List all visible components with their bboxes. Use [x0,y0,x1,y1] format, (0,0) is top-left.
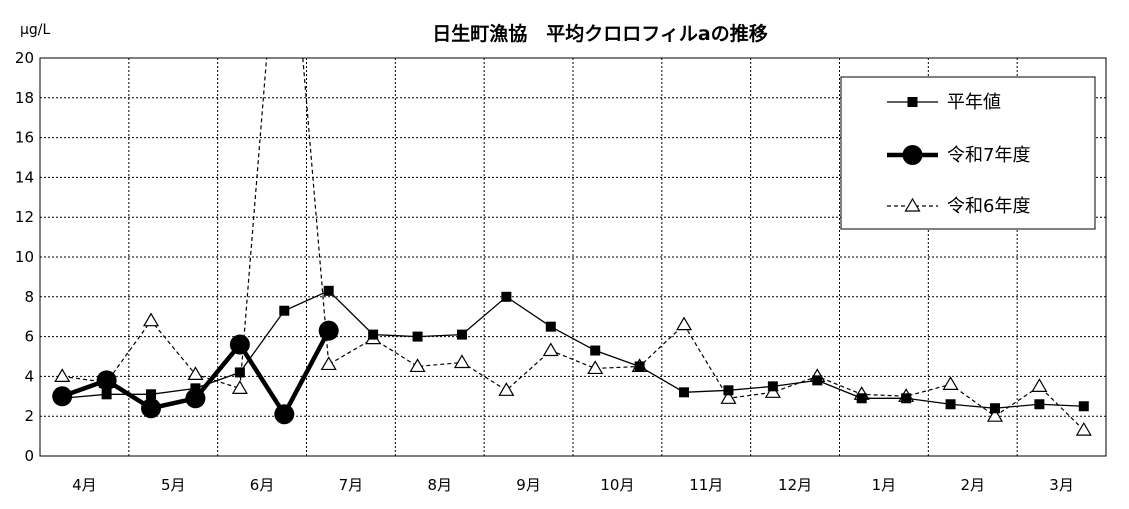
marker-circle [902,145,923,165]
marker-triangle [720,390,737,404]
marker-triangle [498,382,515,396]
marker-square [723,385,734,396]
marker-circle [185,388,206,409]
chart-title: 日生町漁協 平均クロロフィルaの推移 [432,22,767,45]
series-layer [52,58,1092,436]
marker-square [101,389,112,400]
plot-frame [39,57,1107,457]
marker-square [812,375,823,386]
grid [40,58,1106,456]
marker-square [989,403,1000,414]
marker-triangle [142,312,160,327]
marker-triangle [942,376,959,390]
legend-label: 令和6年度 [947,196,1030,217]
marker-square [1034,399,1045,410]
y-tick-label: 20 [15,49,34,67]
marker-square [456,329,467,340]
y-tick-label: 8 [24,288,34,306]
marker-triangle [187,366,204,381]
y-tick-label: 14 [15,168,34,186]
marker-square [901,393,912,404]
marker-square [907,97,918,107]
marker-triangle [320,356,337,371]
marker-circle [141,398,162,419]
marker-square [945,399,956,410]
x-tick-label: 7月 [339,476,364,494]
y-tick-label: 6 [24,328,34,346]
legend-label: 令和7年度 [947,145,1030,166]
legend-box [840,76,1096,230]
y-tick-label: 12 [15,208,34,226]
marker-circle [274,404,295,425]
series-line [62,58,1085,431]
x-tick-label: 1月 [872,476,897,494]
marker-square [634,361,645,372]
x-tick-label: 4月 [72,476,97,494]
y-tick-label: 18 [15,89,34,107]
marker-square [767,381,778,392]
series-0 [57,285,1089,414]
marker-triangle [986,408,1004,422]
marker-triangle [453,354,471,369]
marker-square [279,305,290,316]
marker-square [368,329,379,340]
marker-circle [52,386,73,407]
legend-label: 平年値 [947,92,1001,113]
x-tick-label: 6月 [250,476,275,494]
marker-triangle [409,358,426,373]
x-tick-label: 8月 [427,476,452,494]
marker-square [501,291,512,302]
x-tick-label: 12月 [778,476,812,494]
y-tick-label: 0 [24,447,34,465]
x-tick-label: 5月 [161,476,186,494]
marker-triangle [542,342,559,357]
series-line [62,290,1084,409]
x-tick-label: 10月 [600,476,634,494]
y-axis-unit: μg/L [20,22,51,38]
marker-triangle [1075,421,1092,436]
marker-square [856,393,867,404]
y-tick-label: 16 [15,129,34,147]
x-tick-label: 2月 [960,476,985,494]
marker-square [679,387,690,398]
marker-circle [318,320,339,341]
x-tick-label: 9月 [516,476,541,494]
series-1 [52,320,339,425]
marker-triangle [54,368,71,382]
y-tick-label: 4 [24,367,34,385]
marker-circle [96,370,117,391]
y-axis-ticks: 0 2 4 6 8 10 12 14 16 18 20 [15,49,34,465]
marker-triangle [675,316,693,331]
x-tick-label: 11月 [689,476,723,494]
y-tick-label: 10 [15,248,34,266]
marker-triangle [231,380,248,394]
x-axis-ticks: 4月 5月 6月 7月 8月 9月 10月 11月 12月 1月 2月 3月 [72,476,1074,494]
marker-triangle [904,197,921,212]
x-tick-label: 3月 [1049,476,1074,494]
marker-triangle [1031,378,1048,392]
marker-square [234,367,245,378]
y-tick-label: 2 [24,407,34,425]
marker-circle [229,334,250,355]
marker-square [323,285,334,296]
marker-square [590,345,601,356]
marker-square [412,331,423,342]
marker-square [545,321,556,332]
marker-triangle [587,360,604,375]
marker-square [1078,401,1089,412]
marker-square [146,389,157,400]
